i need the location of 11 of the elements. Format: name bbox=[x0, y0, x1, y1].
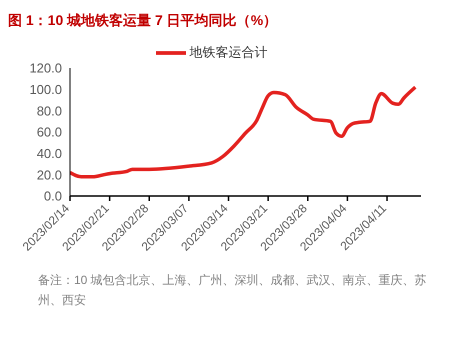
line-series bbox=[70, 85, 418, 179]
text: 备注：10 城包含北京、上海、广州、深圳、成都、武汉、南京、重庆、苏州、西安 bbox=[37, 272, 428, 309]
y-tick-label: 40.0 bbox=[36, 146, 62, 161]
y-tick-label: 80.0 bbox=[36, 103, 62, 118]
y-tick-label: 100.0 bbox=[29, 82, 62, 97]
y-tick-label: 60.0 bbox=[36, 124, 62, 140]
y-tick-label: 0.0 bbox=[44, 188, 62, 204]
chart-title: 图 1：10 城地铁客运量 7 日平均同比（%） bbox=[8, 11, 278, 30]
y-tick-label: 120.0 bbox=[29, 60, 62, 76]
legend-label: 地铁客运合计 bbox=[190, 44, 268, 60]
y-tick-label: 20.0 bbox=[36, 167, 62, 182]
